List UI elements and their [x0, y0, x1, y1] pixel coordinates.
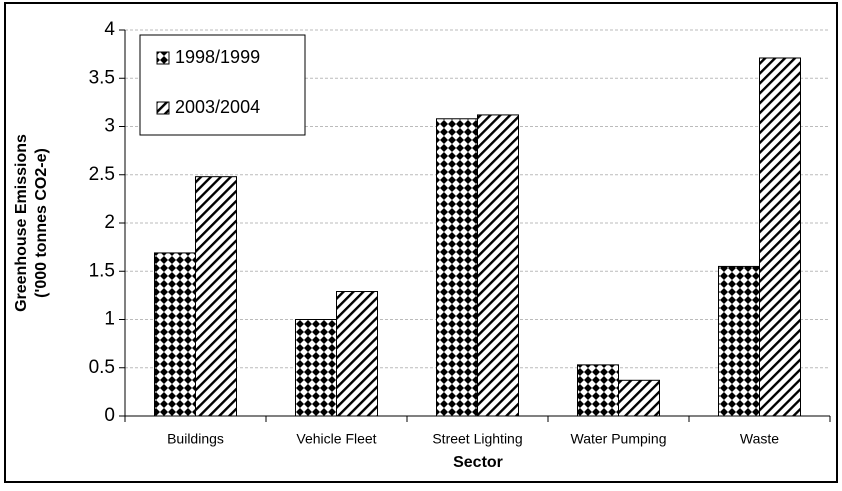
x-tick-label: Water Pumping: [571, 431, 667, 447]
bar: [295, 319, 337, 417]
x-tick-label: Buildings: [167, 431, 224, 447]
x-tick-label: Street Lighting: [432, 431, 522, 447]
y-tick-label: 0.5: [89, 357, 115, 378]
bar: [477, 114, 519, 417]
y-tick-label: 2: [104, 212, 115, 233]
bar: [436, 118, 478, 417]
y-tick-label: 4: [104, 19, 115, 40]
y-tick-label: 3: [104, 116, 115, 137]
y-axis-title: ('000 tonnes CO2-e): [33, 148, 50, 298]
bar: [336, 291, 378, 417]
x-tick-label: Waste: [740, 431, 779, 447]
legend-label: 2003/2004: [175, 97, 260, 117]
bar: [759, 57, 801, 417]
bar: [618, 379, 660, 417]
legend-swatch: [156, 101, 170, 115]
y-tick-label: 2.5: [89, 164, 115, 185]
frame: [4, 2, 838, 483]
y-tick-label: 0: [104, 405, 115, 426]
bar: [195, 176, 237, 417]
y-tick-label: 3.5: [89, 67, 115, 88]
x-axis-title: Sector: [453, 454, 503, 471]
legend-label: 1998/1999: [175, 47, 260, 67]
legend-swatch: [156, 51, 170, 65]
y-tick-label: 1: [104, 309, 115, 330]
y-tick-label: 1.5: [89, 260, 115, 281]
bar: [577, 364, 619, 417]
bar: [154, 252, 196, 417]
bar: [718, 265, 760, 417]
x-tick-label: Vehicle Fleet: [296, 431, 376, 447]
y-axis-title: Greenhouse Emissions: [13, 134, 30, 312]
